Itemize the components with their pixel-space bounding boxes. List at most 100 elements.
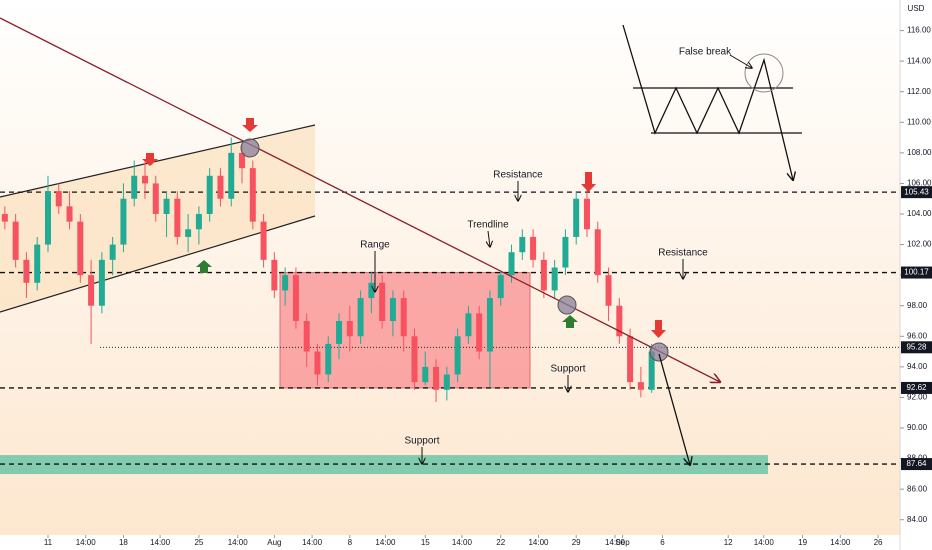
price-level-label: 100.17	[904, 268, 929, 277]
candle-body	[152, 183, 159, 214]
x-tick-label: 14:00	[150, 538, 171, 547]
candle-body	[336, 321, 343, 344]
x-tick-label: 14:00	[76, 538, 97, 547]
candle-body	[519, 236, 526, 253]
annotation: Support	[404, 436, 439, 447]
plot-background	[0, 0, 900, 535]
candle-body	[616, 305, 623, 337]
candle-body	[422, 366, 429, 383]
x-tick-label: 14:00	[754, 538, 775, 547]
projection-arrow	[658, 353, 690, 465]
candle-body	[637, 382, 644, 390]
y-tick-label: 84.00	[907, 515, 928, 524]
y-tick-label: 116.00	[907, 26, 931, 35]
candle-body	[239, 152, 246, 169]
channel-upper	[0, 124, 316, 198]
support-zone	[0, 455, 768, 475]
price-level-badge	[901, 186, 932, 199]
candle-body	[163, 198, 170, 214]
candle-body	[292, 275, 299, 321]
annotation: Resistance	[493, 170, 543, 181]
y-tick-label: 94.00	[907, 362, 928, 371]
x-tick-label: 26	[874, 538, 883, 547]
touch-circle	[557, 295, 577, 315]
y-tick-label: 98.00	[907, 301, 928, 310]
down-arrow	[651, 320, 666, 338]
y-tick-label: 90.00	[907, 423, 928, 432]
down-arrow	[142, 153, 158, 166]
price-level-badge	[901, 341, 932, 354]
y-tick-label: 92.00	[907, 393, 928, 402]
false-break-circle	[744, 53, 784, 93]
candle-body	[271, 259, 278, 291]
candle-body	[346, 321, 353, 337]
x-tick-label: 14:00	[452, 538, 473, 547]
x-tick-label: 19	[798, 538, 807, 547]
candle-body	[120, 198, 127, 245]
x-tick-label: 6	[660, 538, 665, 547]
price-level-label: 95.28	[906, 342, 927, 351]
x-tick-label: 14:00	[605, 538, 626, 547]
candle-body	[109, 244, 116, 260]
y-tick-label: 114.00	[907, 56, 931, 65]
y-tick-label: 108.00	[907, 148, 932, 157]
candle-body	[648, 351, 655, 390]
candle-body	[249, 168, 256, 222]
candle-body	[497, 275, 504, 299]
candle-body	[44, 191, 51, 245]
annotation: Resistance	[658, 248, 708, 259]
x-tick-label: 15	[421, 538, 430, 547]
candle-body	[508, 252, 515, 276]
y-tick-label: 96.00	[907, 331, 928, 340]
x-tick-label: Sep	[615, 538, 630, 547]
y-tick-label: 104.00	[907, 209, 932, 218]
candle-body	[357, 298, 364, 337]
price-level-label: 105.43	[904, 187, 929, 196]
candles	[1, 137, 655, 403]
candle-body	[142, 175, 148, 184]
candle-body	[573, 198, 580, 237]
candle-body	[443, 374, 450, 390]
label-pointer	[488, 230, 490, 247]
candle-body	[465, 313, 472, 337]
y-tick-label: 102.00	[907, 240, 932, 249]
candle-body	[228, 152, 235, 199]
candle-body	[627, 336, 634, 383]
candle-body	[174, 198, 181, 237]
price-level-badge	[901, 458, 932, 471]
candle-body	[206, 175, 213, 214]
price-level-badge	[901, 266, 932, 279]
background-shapes	[0, 124, 900, 475]
down-arrow	[242, 118, 258, 132]
candle-body	[55, 191, 62, 207]
y-tick-label: 110.00	[907, 117, 931, 126]
candle-body	[486, 298, 493, 352]
trendline	[0, 17, 720, 382]
candle-body	[282, 275, 289, 291]
x-tick-label: 25	[194, 538, 203, 547]
candle-body	[66, 206, 73, 222]
candle-body	[605, 275, 612, 306]
touch-circle	[240, 138, 260, 158]
price-level-label: 92.62	[906, 383, 927, 392]
candle-body	[540, 259, 547, 291]
candle-body	[195, 214, 202, 230]
x-tick-label: 8	[348, 538, 353, 547]
candle-body	[530, 236, 537, 260]
x-tick-label: 14:00	[528, 538, 549, 547]
x-tick-label: 11	[44, 538, 53, 547]
candle-body	[12, 221, 19, 260]
candle-body	[260, 221, 267, 260]
price-level-label: 87.64	[906, 459, 927, 468]
candle-body	[185, 229, 192, 237]
candle-body	[400, 298, 407, 337]
candle-body	[411, 336, 418, 383]
candle-body	[379, 282, 386, 321]
candle-body	[551, 267, 558, 291]
x-tick-label: 18	[119, 538, 128, 547]
touch-circle	[649, 342, 669, 362]
candle-body	[98, 259, 105, 306]
candle-body	[88, 275, 95, 306]
y-tick-label: 106.00	[907, 179, 932, 188]
